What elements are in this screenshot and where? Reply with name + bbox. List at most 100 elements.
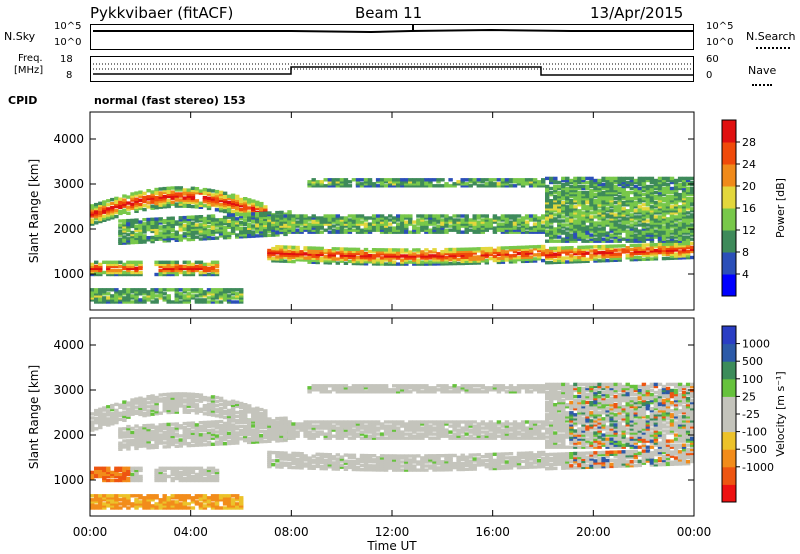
- rti-cell: [657, 248, 663, 253]
- rti-cell: [126, 290, 131, 294]
- rti-cell: [661, 178, 667, 183]
- rti-cell: [585, 245, 590, 249]
- rti-cell: [581, 255, 586, 260]
- rti-cell: [625, 246, 630, 250]
- rti-cell: [235, 502, 240, 506]
- rti-cell: [339, 249, 345, 253]
- rti-cell: [174, 434, 180, 438]
- rti-cell: [629, 243, 635, 248]
- rti-cell: [323, 248, 328, 253]
- rti-cell: [230, 431, 236, 435]
- rti-cell: [210, 193, 216, 197]
- rti-cell: [653, 197, 659, 201]
- rti-cell: [577, 184, 582, 189]
- rti-cell: [323, 390, 328, 394]
- rti-cell: [476, 224, 482, 228]
- rti-cell: [170, 426, 175, 430]
- rti-cell: [436, 224, 441, 228]
- rti-cell: [130, 236, 135, 241]
- rti-cell: [319, 460, 324, 465]
- rti-cell: [597, 199, 602, 203]
- rti-cell: [613, 180, 618, 185]
- rti-cell: [589, 253, 594, 257]
- rti-cell: [214, 262, 220, 267]
- rti-cell: [508, 222, 514, 226]
- rti-cell: [339, 178, 345, 182]
- rti-cell: [166, 237, 171, 241]
- rti-cell: [641, 199, 647, 203]
- rti-cell: [275, 210, 280, 215]
- rti-cell: [629, 258, 635, 262]
- rti-cell: [126, 407, 131, 411]
- rti-cell: [259, 414, 264, 418]
- rti-cell: [472, 230, 477, 234]
- rti-cell: [98, 215, 103, 220]
- rti-cell: [577, 221, 582, 225]
- rti-cell: [641, 251, 647, 255]
- rti-cell: [553, 188, 558, 193]
- rti-cell: [239, 418, 244, 423]
- rti-cell: [319, 454, 324, 459]
- rti-cell: [126, 443, 131, 447]
- rti-cell: [134, 438, 139, 442]
- rti-cell: [508, 180, 514, 184]
- rti-cell: [484, 224, 490, 228]
- rti-cell: [154, 191, 159, 196]
- rti-cell: [190, 268, 196, 273]
- rti-cell: [194, 300, 200, 304]
- rti-cell: [255, 230, 260, 234]
- rti-cell: [162, 405, 167, 409]
- rti-cell: [557, 256, 562, 260]
- rti-cell: [198, 397, 204, 401]
- rti-cell: [565, 176, 570, 181]
- rti-cell: [178, 270, 184, 275]
- rti-cell: [271, 430, 276, 434]
- rti-cell: [339, 251, 345, 255]
- rti-cell: [182, 200, 188, 204]
- rti-cell: [589, 245, 594, 249]
- rti-cell: [98, 264, 103, 269]
- rti-cell: [182, 217, 188, 222]
- rti-cell: [633, 215, 639, 219]
- rti-cell: [629, 215, 635, 219]
- rti-cell: [190, 506, 196, 510]
- rti-cell: [549, 246, 554, 251]
- rti-cell: [601, 209, 606, 213]
- rti-cell: [182, 502, 188, 506]
- rti-cell: [166, 198, 171, 203]
- rti-cell: [428, 216, 433, 220]
- rti-cell: [178, 268, 184, 273]
- rti-cell: [424, 182, 429, 186]
- rti-cell: [496, 260, 502, 265]
- rti-cell: [363, 247, 369, 252]
- rti-cell: [545, 176, 550, 181]
- rti-cell: [206, 206, 212, 211]
- rti-cell: [146, 446, 151, 450]
- rti-cell: [690, 255, 695, 260]
- rti-cell: [661, 229, 667, 233]
- rti-cell: [170, 476, 175, 481]
- rti-cell: [315, 452, 320, 456]
- rti-cell: [174, 192, 180, 196]
- colorbar-tick-label: 8: [742, 246, 749, 259]
- rti-cell: [94, 417, 99, 421]
- rti-cell: [235, 496, 240, 500]
- rti-cell: [154, 231, 159, 235]
- rti-cell: [190, 204, 196, 209]
- rti-cell: [122, 208, 127, 212]
- rti-cell: [436, 256, 441, 260]
- rti-cell: [263, 213, 268, 217]
- rti-cell: [569, 254, 574, 258]
- rti-cell: [468, 251, 473, 255]
- colorbar-segment: [722, 230, 736, 253]
- rti-cell: [633, 249, 639, 254]
- rti-cell: [581, 192, 586, 197]
- rti-cell: [170, 220, 175, 224]
- rti-cell: [641, 253, 647, 257]
- rti-cell: [122, 194, 127, 198]
- rti-cell: [239, 235, 244, 239]
- rti-cell: [573, 256, 578, 260]
- rti-cell: [106, 292, 111, 296]
- rti-cell: [275, 428, 280, 432]
- rti-cell: [476, 259, 482, 263]
